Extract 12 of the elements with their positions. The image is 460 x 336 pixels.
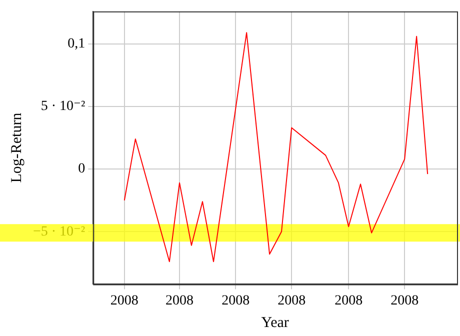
- y-axis-title: Log-Return: [8, 112, 25, 183]
- x-tick-label: 2008: [110, 293, 138, 308]
- x-tick-label: 2008: [390, 293, 419, 308]
- x-axis-title: Year: [261, 314, 289, 331]
- y-tick-label: 0,1: [68, 36, 86, 52]
- x-tick-label: 2008: [222, 293, 250, 308]
- x-tick-label: 2008: [166, 293, 194, 308]
- x-tick-label: 2008: [334, 293, 363, 308]
- x-tick-label: 2008: [278, 293, 306, 308]
- y-tick-label: −5 · 10⁻²: [32, 224, 86, 240]
- y-tick-label: 5 · 10⁻²: [40, 99, 86, 114]
- y-tick-label: 0: [78, 162, 86, 177]
